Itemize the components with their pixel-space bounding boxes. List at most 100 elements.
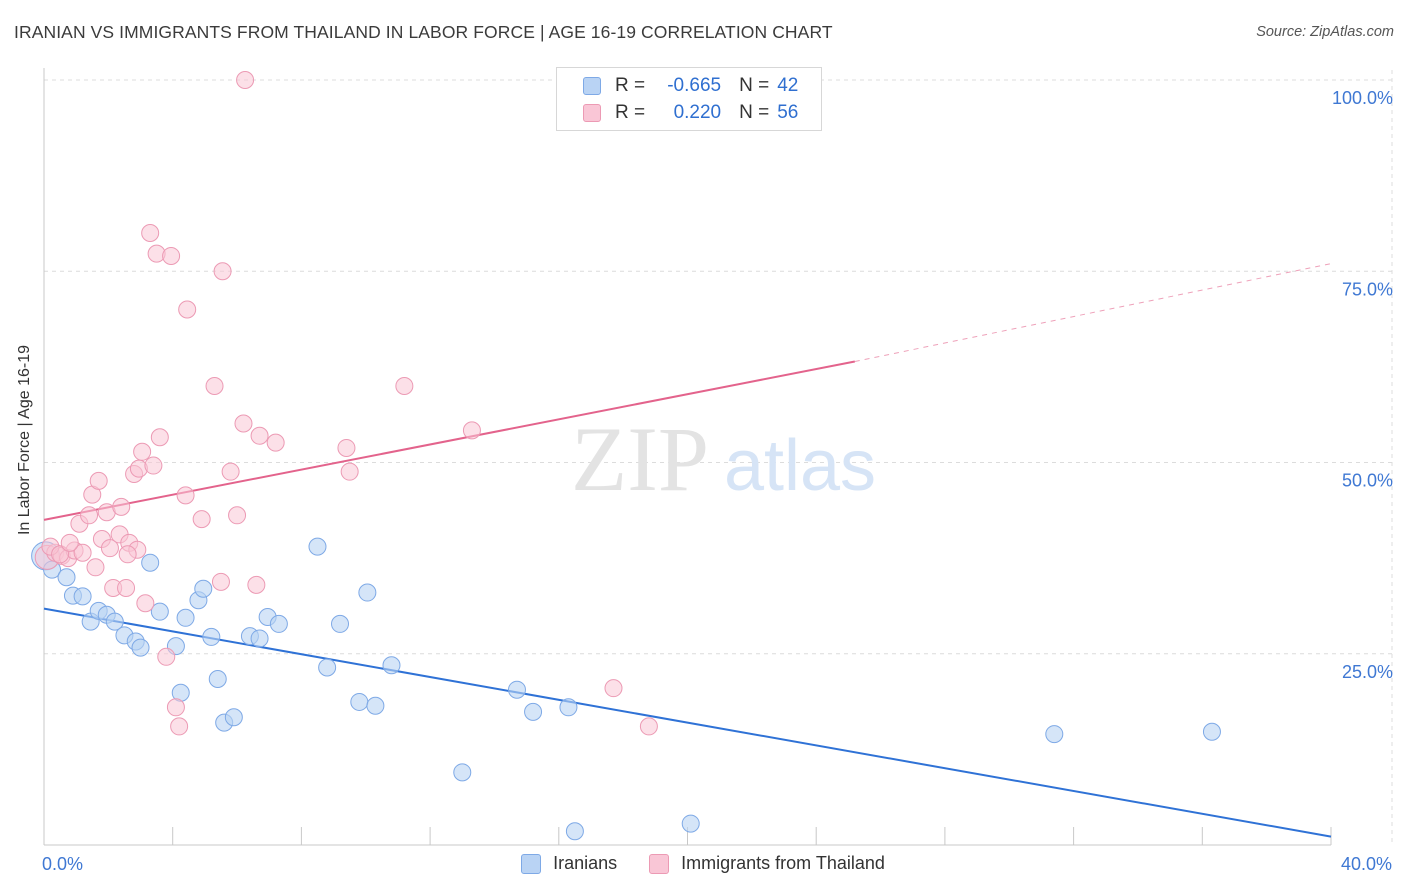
data-point-iranians	[453, 763, 472, 782]
data-point-thailand	[129, 459, 148, 478]
watermark: ZIP atlas	[571, 408, 876, 510]
n-label: N =	[739, 75, 770, 96]
data-point-iranians	[565, 822, 584, 841]
data-point-iranians	[202, 627, 221, 646]
data-point-iranians	[331, 614, 350, 633]
data-point-thailand	[136, 594, 155, 613]
data-point-iranians	[269, 614, 288, 633]
data-point-iranians	[1202, 722, 1221, 741]
data-point-iranians	[507, 680, 526, 699]
data-point-thailand	[234, 414, 253, 433]
data-point-thailand	[117, 578, 136, 597]
data-point-thailand	[157, 647, 176, 666]
y-axis-title: In Labor Force | Age 16-19	[16, 344, 33, 536]
data-point-thailand	[166, 698, 185, 717]
data-point-thailand	[462, 421, 481, 440]
data-point-iranians	[1045, 725, 1064, 744]
series-legend: Iranians Immigrants from Thailand	[0, 853, 1406, 874]
legend-swatch-blue	[583, 77, 601, 95]
data-point-thailand	[340, 462, 359, 481]
correlation-legend: R = -0.665 N = 42 R = 0.220 N = 56	[556, 67, 822, 131]
n-label: N =	[739, 102, 770, 123]
data-point-thailand	[228, 506, 247, 525]
data-point-thailand	[150, 428, 169, 447]
data-point-iranians	[318, 658, 337, 677]
data-point-thailand	[141, 224, 160, 242]
tick-labels: 100.0% 75.0% 50.0% 25.0% 0.0% 40.0%	[42, 88, 1393, 874]
data-point-thailand	[112, 497, 131, 516]
data-point-thailand	[80, 506, 99, 525]
data-point-thailand	[162, 246, 181, 265]
legend-row-iranians: R = -0.665 N = 42	[583, 74, 798, 98]
legend-label-thailand: Immigrants from Thailand	[681, 853, 885, 873]
data-point-iranians	[176, 608, 195, 627]
data-point-thailand	[73, 543, 92, 562]
r-value: -0.665	[667, 75, 722, 96]
legend-item-thailand: Immigrants from Thailand	[649, 853, 885, 874]
data-point-thailand	[176, 486, 195, 505]
data-point-thailand	[178, 300, 197, 319]
trend-line-thailand-extension	[854, 263, 1332, 363]
data-point-iranians	[366, 696, 385, 715]
legend-label-iranians: Iranians	[553, 853, 618, 873]
data-point-iranians	[524, 702, 543, 721]
series-iranians	[31, 537, 1221, 841]
data-point-iranians	[150, 602, 169, 621]
data-point-thailand	[144, 456, 163, 475]
x-tick-label: 0.0%	[42, 854, 83, 874]
source-label: Source: ZipAtlas.com	[1256, 24, 1394, 40]
trend-lines	[43, 263, 1332, 838]
data-point-iranians	[224, 708, 243, 727]
y-tick-label: 75.0%	[1342, 279, 1393, 299]
legend-swatch-blue	[521, 853, 542, 874]
data-point-iranians	[250, 629, 269, 648]
data-point-thailand	[211, 572, 230, 591]
data-point-iranians	[73, 587, 92, 606]
data-point-thailand	[60, 533, 79, 552]
data-point-thailand	[205, 377, 224, 395]
data-point-thailand	[51, 545, 70, 564]
data-point-thailand	[639, 717, 658, 736]
data-point-iranians	[308, 537, 327, 556]
data-point-thailand	[133, 442, 152, 461]
data-point-thailand	[337, 438, 356, 457]
y-tick-label: 100.0%	[1332, 88, 1393, 108]
legend-swatch-pink	[649, 853, 670, 874]
data-point-iranians	[131, 638, 150, 657]
data-point-thailand	[247, 575, 266, 594]
data-point-thailand	[236, 71, 255, 89]
data-point-thailand	[250, 426, 269, 445]
chart-title: IRANIAN VS IMMIGRANTS FROM THAILAND IN L…	[14, 22, 833, 42]
legend-item-iranians: Iranians	[521, 853, 617, 874]
data-point-thailand	[118, 545, 137, 564]
data-point-thailand	[266, 433, 285, 452]
data-point-thailand	[213, 262, 232, 281]
data-point-iranians	[57, 568, 76, 587]
data-point-thailand	[86, 558, 105, 577]
r-label: R =	[615, 102, 646, 123]
r-value: 0.220	[673, 102, 722, 123]
y-tick-label: 25.0%	[1342, 662, 1393, 682]
watermark-zip: ZIP	[571, 408, 709, 510]
data-point-thailand	[604, 679, 623, 698]
axes	[43, 68, 1332, 846]
data-point-thailand	[192, 510, 211, 529]
data-point-thailand	[395, 377, 414, 395]
y-tick-label: 50.0%	[1342, 471, 1393, 491]
data-point-iranians	[350, 692, 369, 711]
data-point-thailand	[89, 471, 108, 490]
data-point-iranians	[141, 553, 160, 572]
data-point-iranians	[105, 612, 124, 631]
series-immigrants-from-thailand	[34, 71, 784, 736]
data-point-iranians	[194, 579, 213, 598]
data-point-iranians	[382, 656, 401, 675]
x-tick-label: 40.0%	[1341, 854, 1392, 874]
data-point-iranians	[559, 698, 578, 717]
data-point-thailand	[170, 717, 189, 736]
legend-row-thailand: R = 0.220 N = 56	[583, 101, 798, 125]
legend-swatch-pink	[583, 104, 601, 122]
data-point-iranians	[208, 669, 227, 688]
n-value: 56	[777, 102, 799, 123]
data-point-thailand	[221, 462, 240, 481]
